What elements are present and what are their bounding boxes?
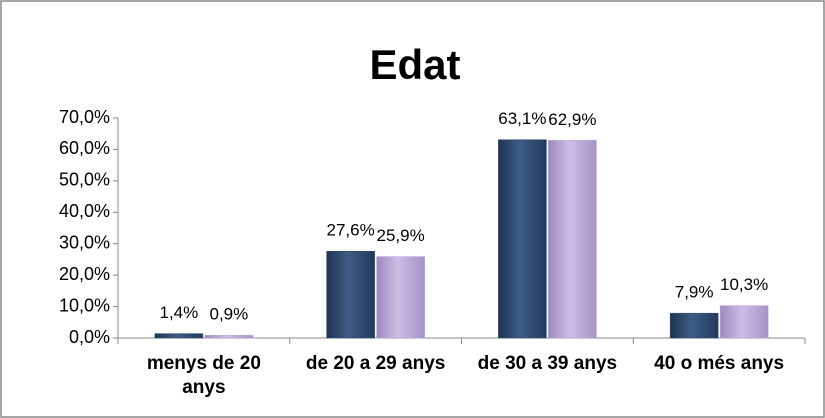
x-tick-label: 40 o més anys <box>654 353 785 374</box>
x-tick-label: de 30 a 39 anys <box>477 353 618 374</box>
bar <box>669 312 719 339</box>
y-tick-label: 70,0% <box>59 107 110 127</box>
y-tick-label: 40,0% <box>59 201 110 221</box>
y-tick-label: 60,0% <box>59 138 110 158</box>
data-label: 63,1% <box>498 109 546 128</box>
y-tick-label: 0,0% <box>69 327 110 347</box>
bar <box>548 140 597 339</box>
x-tick-label: de 20 a 29 anys <box>305 353 446 374</box>
data-label: 27,6% <box>327 221 375 240</box>
y-tick-label: 10,0% <box>59 295 110 315</box>
data-label: 7,9% <box>675 283 714 302</box>
bar <box>376 256 425 339</box>
data-label: 1,4% <box>160 303 199 322</box>
data-label: 10,3% <box>720 275 768 294</box>
bar <box>154 333 204 339</box>
data-label: 25,9% <box>377 226 425 245</box>
bar <box>498 139 547 339</box>
y-tick-label: 50,0% <box>59 170 110 190</box>
bar <box>326 251 375 339</box>
bar <box>204 334 254 339</box>
y-tick-label: 20,0% <box>59 264 110 284</box>
y-tick-label: 30,0% <box>59 232 110 252</box>
bar <box>719 305 769 339</box>
data-label: 62,9% <box>548 110 596 129</box>
data-label: 0,9% <box>210 305 249 324</box>
chart-title: Edat <box>369 41 460 88</box>
x-tick-label: menys de 20 anys <box>146 353 261 398</box>
